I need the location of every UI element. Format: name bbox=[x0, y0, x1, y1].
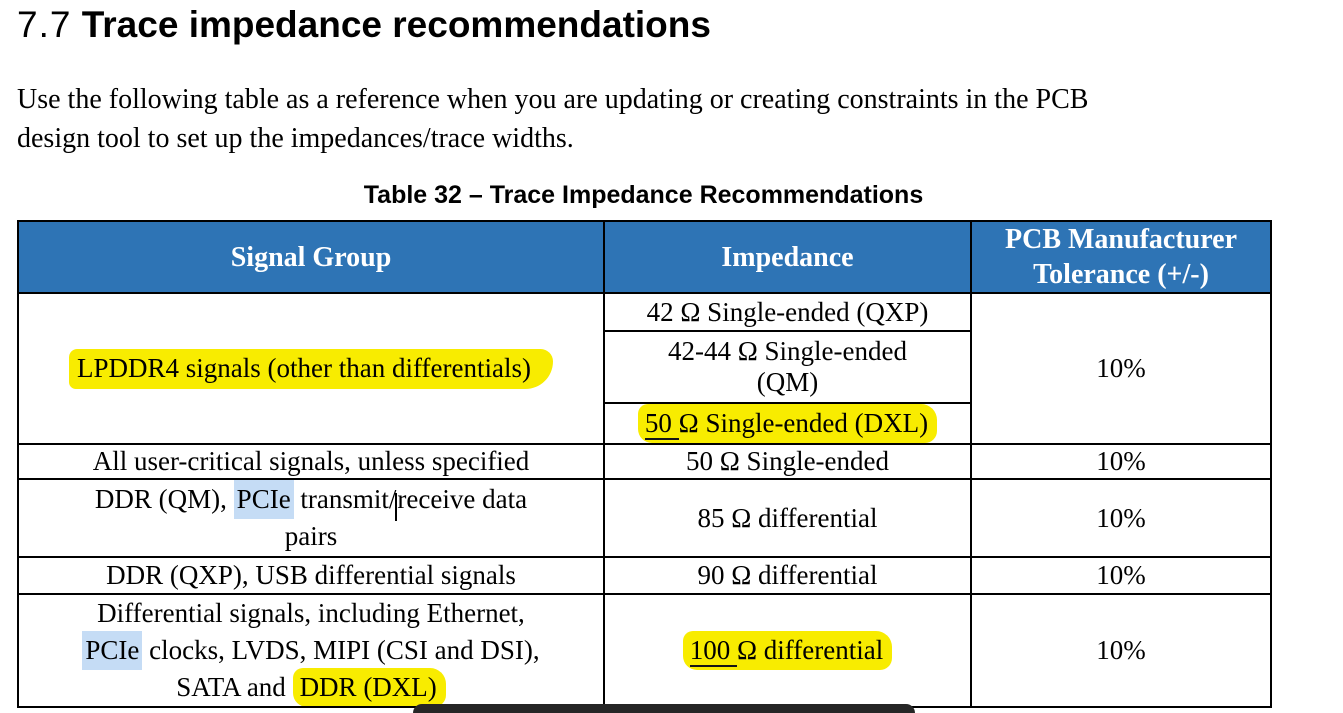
page-title: 7.7 Trace impedance recommendations bbox=[17, 2, 711, 48]
tolerance-cell: 10% bbox=[970, 593, 1272, 708]
search-match-highlight: PCIe bbox=[233, 481, 294, 519]
search-match-highlight: PCIe bbox=[82, 631, 143, 670]
impedance-cell-qxp: 42 Ω Single-ended (QXP) bbox=[603, 292, 972, 332]
table-row: All user-critical signals, unless specif… bbox=[17, 443, 1272, 480]
signal-group-cell-ddr-qxp: DDR (QXP), USB differential signals bbox=[17, 556, 605, 595]
impedance-cell: 90 Ω differential bbox=[603, 556, 972, 595]
impedance-qm-line1: 42-44 Ω Single-ended bbox=[667, 336, 908, 366]
impedance-table: Signal Group Impedance PCB Manufacturer … bbox=[17, 220, 1272, 708]
underlined-value: 100 bbox=[689, 635, 738, 667]
table-row: DDR (QXP), USB differential signals 90 Ω… bbox=[17, 556, 1272, 595]
tolerance-cell: 10% bbox=[970, 292, 1272, 445]
yellow-highlight: DDR (DXL) bbox=[292, 668, 446, 705]
section-title: Trace impedance recommendations bbox=[81, 4, 711, 45]
yellow-highlight: 50 Ω Single-ended (DXL) bbox=[637, 405, 938, 442]
table-row: 50 Ω Single-ended (DXL) bbox=[18, 402, 1271, 445]
table-caption: Table 32 – Trace Impedance Recommendatio… bbox=[363, 181, 924, 209]
signal-group-cell-lpddr4: LPDDR4 signals (other than differentials… bbox=[17, 292, 605, 445]
signal-group-cell-user-critical: All user-critical signals, unless specif… bbox=[17, 443, 605, 480]
intro-line-2: design tool to set up the impedances/tra… bbox=[17, 123, 574, 154]
table-row: Differential signals, including Ethernet… bbox=[17, 593, 1272, 708]
intro-line-1: Use the following table as a reference w… bbox=[17, 84, 1089, 115]
tolerance-cell: 10% bbox=[970, 478, 1272, 558]
yellow-highlight: 100 Ω differential bbox=[682, 631, 893, 670]
section-number: 7.7 bbox=[17, 4, 72, 45]
column-header-signal-group: Signal Group bbox=[17, 220, 605, 294]
signal-group-cell-ddr-qm: DDR (QM), PCIe transmit/receive data pair… bbox=[17, 478, 605, 558]
underlined-value: 50 bbox=[644, 408, 679, 440]
impedance-cell-qm: 42-44 Ω Single-ended (QM) bbox=[603, 330, 972, 404]
tolerance-cell: 10% bbox=[970, 443, 1272, 480]
signal-text: pairs bbox=[284, 521, 338, 551]
signal-text: SATA and bbox=[176, 672, 293, 702]
impedance-rest: Ω differential bbox=[730, 635, 884, 665]
floating-toolbar[interactable] bbox=[413, 704, 915, 713]
impedance-cell: 85 Ω differential bbox=[603, 478, 972, 558]
table-row: LPDDR4 signals (other than differentials… bbox=[17, 292, 1272, 445]
signal-text: DDR (QM), bbox=[94, 484, 234, 514]
signal-group-cell-differential: Differential signals, including Ethernet… bbox=[17, 593, 605, 708]
header-row: Signal Group Impedance PCB Manufacturer … bbox=[17, 220, 1272, 294]
impedance-cell: 50 Ω Single-ended bbox=[603, 443, 972, 480]
text-caret bbox=[395, 493, 398, 521]
yellow-highlight: LPDDR4 signals (other than differentials… bbox=[69, 349, 553, 389]
table-row: 42-44 Ω Single-ended (QM) bbox=[18, 330, 1271, 404]
table-row: DDR (QM), PCIe transmit/receive data pair… bbox=[17, 478, 1272, 558]
tolerance-cell: 10% bbox=[970, 556, 1272, 595]
signal-text: clocks, LVDS, MIPI (CSI and DSI), bbox=[142, 635, 540, 665]
impedance-dxl-rest: Ω Single-ended (DXL) bbox=[671, 408, 929, 438]
impedance-qm-line2: (QM) bbox=[756, 367, 819, 397]
signal-text: transmit/ bbox=[293, 484, 397, 514]
impedance-cell-dxl: 50 Ω Single-ended (DXL) bbox=[603, 402, 972, 445]
signal-text: Differential signals, including Ethernet… bbox=[97, 598, 525, 628]
intro-paragraph: Use the following table as a reference w… bbox=[17, 80, 1088, 158]
impedance-cell-100-diff: 100 Ω differential bbox=[603, 593, 972, 708]
column-header-impedance: Impedance bbox=[603, 220, 972, 294]
column-header-tolerance: PCB Manufacturer Tolerance (+/-) bbox=[970, 220, 1272, 294]
signal-text: receive data bbox=[397, 484, 528, 514]
